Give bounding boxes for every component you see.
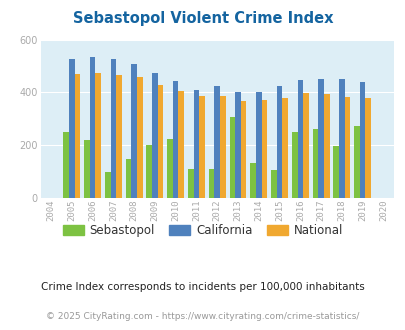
Bar [333,146,338,198]
Bar [359,82,364,198]
Bar [214,86,220,198]
Bar [276,86,281,198]
Bar [126,159,131,198]
Bar [255,92,261,198]
Bar [364,98,370,198]
Bar [146,145,152,198]
Bar [354,126,359,198]
Text: Sebastopol Violent Crime Index: Sebastopol Violent Crime Index [72,11,333,26]
Bar [75,74,80,198]
Bar [173,81,178,198]
Bar [188,169,193,198]
Bar [193,90,199,198]
Bar [250,163,255,198]
Bar [69,59,75,198]
Bar [220,96,225,198]
Bar [344,97,350,198]
Bar [291,132,297,198]
Bar [338,79,344,198]
Bar [208,169,214,198]
Text: © 2025 CityRating.com - https://www.cityrating.com/crime-statistics/: © 2025 CityRating.com - https://www.city… [46,312,359,321]
Bar [157,85,163,198]
Bar [303,93,308,198]
Bar [110,59,116,198]
Bar [240,101,246,198]
Bar [116,75,121,198]
Bar [104,172,110,198]
Bar [178,91,183,198]
Bar [271,170,276,198]
Bar [95,73,101,198]
Legend: Sebastopol, California, National: Sebastopol, California, National [58,219,347,242]
Bar [281,98,287,198]
Bar [234,92,240,198]
Bar [84,140,90,198]
Bar [323,94,329,198]
Bar [136,77,142,198]
Bar [229,117,234,198]
Text: Crime Index corresponds to incidents per 100,000 inhabitants: Crime Index corresponds to incidents per… [41,282,364,292]
Bar [90,57,95,198]
Bar [261,100,266,198]
Bar [152,73,157,198]
Bar [63,132,69,198]
Bar [312,129,318,198]
Bar [167,139,173,198]
Bar [297,80,303,198]
Bar [199,96,205,198]
Bar [318,79,323,198]
Bar [131,64,136,198]
